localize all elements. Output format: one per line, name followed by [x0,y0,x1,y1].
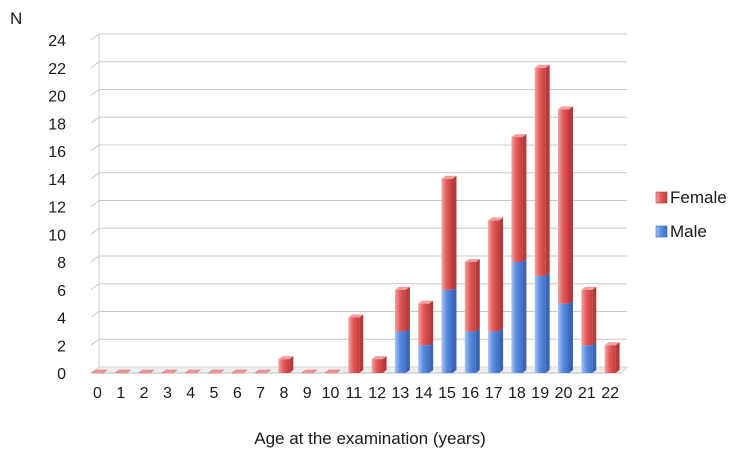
x-tick-label: 6 [233,385,242,402]
bar-female [604,342,620,373]
bar-male [418,342,434,373]
legend: Female Male [655,188,727,241]
x-tick-label: 2 [140,385,149,402]
y-tick-label: 8 [57,255,66,272]
x-tick-label: 13 [392,385,410,402]
x-tick-label: 22 [601,385,619,402]
y-tick-label: 2 [57,338,66,355]
bar-female [441,175,457,290]
x-tick-label: 20 [555,385,573,402]
x-tick-label: 21 [578,385,596,402]
x-tick-label: 16 [461,385,479,402]
x-tick-label: 17 [485,385,503,402]
x-tick-label: 9 [303,385,312,402]
bar-zero [324,369,341,374]
y-axis-label: N [10,9,22,28]
legend-label-male: Male [670,222,707,241]
y-tick-label: 6 [57,283,66,300]
x-tick-label: 0 [93,385,102,402]
bar-zero [300,369,318,374]
bar-zero [207,369,225,374]
bar-male [464,328,480,373]
bar-male [534,272,550,373]
bar-female [418,300,434,346]
bar-female [371,356,387,373]
y-tick-label: 14 [48,172,66,189]
y-tick-label: 4 [57,311,66,328]
y-tick-label: 18 [48,116,66,133]
x-tick-label: 18 [508,385,526,402]
x-tick-label: 7 [256,385,265,402]
bar-zero [184,369,202,374]
bar-zero [254,369,271,374]
bar-female [348,314,364,373]
bar-zero [161,369,178,374]
bar-female [558,106,573,304]
bar-male [511,259,527,373]
y-tick-label: 0 [57,366,66,383]
x-tick-label: 12 [368,385,386,402]
x-axis-ticks: 0 1 2 3 4 5 6 7 8 9 10 11 12 13 14 15 16 17 18 19 20 21 22 [93,385,619,402]
bar-male [394,328,410,373]
legend-swatch-female [655,191,668,204]
bar-zero [230,369,248,374]
y-tick-label: 16 [48,144,66,161]
x-tick-label: 10 [322,385,340,402]
x-tick-label: 14 [415,385,433,402]
y-tick-label: 22 [48,61,66,78]
bars [91,64,620,374]
legend-label-female: Female [670,188,727,207]
bar-male [488,328,504,373]
legend-swatch-male [655,225,668,238]
x-tick-label: 8 [279,385,288,402]
gridline [90,33,627,41]
bar-female [278,356,294,373]
bar-zero [137,369,155,374]
x-tick-label: 3 [163,385,172,402]
y-tick-label: 12 [48,200,66,217]
x-tick-label: 4 [186,385,195,402]
bar-zero [91,369,108,374]
bar-zero [114,369,132,374]
x-tick-label: 1 [116,385,125,402]
bar-male [441,286,457,373]
y-tick-label: 20 [48,89,66,106]
bar-female [534,64,550,276]
bar-female [394,286,410,332]
x-axis-label: Age at the examination (years) [254,429,486,448]
bar-male [581,342,597,373]
bar-female [581,286,597,346]
x-tick-label: 5 [210,385,219,402]
bar-male [558,300,573,373]
bar-female [488,217,504,332]
x-tick-label: 11 [345,385,362,402]
gridlines [90,33,627,374]
y-tick-label: 10 [48,227,66,244]
y-tick-label: 24 [48,33,66,50]
bar-female [511,134,527,262]
bar-female [464,259,480,332]
x-tick-label: 15 [438,385,456,402]
x-tick-label: 19 [531,385,549,402]
